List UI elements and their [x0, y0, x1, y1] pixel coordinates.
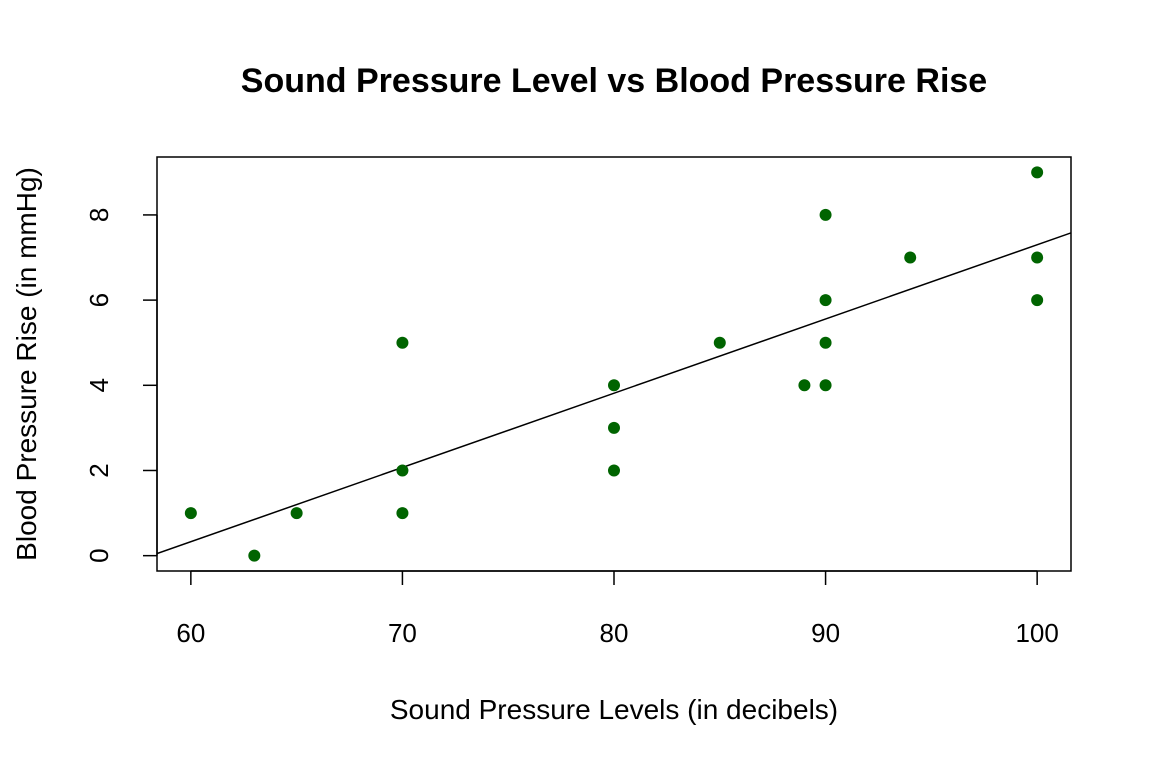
data-point — [713, 336, 726, 349]
y-tick-label: 6 — [84, 293, 114, 307]
data-point — [608, 379, 620, 392]
data-point — [819, 208, 832, 221]
x-axis: 60 70 80 90 100 — [176, 570, 1059, 648]
data-point — [1031, 166, 1044, 179]
data-point — [1031, 251, 1044, 264]
data-point — [798, 379, 811, 392]
y-tick-label: 8 — [84, 208, 114, 222]
data-point — [1031, 294, 1044, 307]
y-tick-label: 4 — [84, 378, 114, 392]
data-point — [819, 294, 832, 307]
data-point — [184, 507, 197, 520]
data-point — [396, 464, 409, 477]
data-point — [819, 336, 832, 349]
x-axis-label: Sound Pressure Levels (in decibels) — [390, 694, 838, 725]
data-point — [904, 251, 917, 264]
x-tick-label: 90 — [811, 618, 840, 648]
data-point — [819, 379, 832, 392]
x-tick-label: 80 — [600, 618, 629, 648]
x-tick-label: 60 — [176, 618, 205, 648]
data-point — [608, 464, 620, 477]
chart-title: Sound Pressure Level vs Blood Pressure R… — [241, 62, 987, 100]
data-point — [290, 507, 303, 520]
regression-line — [157, 232, 1071, 555]
y-tick-label: 0 — [84, 548, 114, 562]
y-axis-label: Blood Pressure Rise (in mmHg) — [11, 167, 42, 561]
y-tick-label: 2 — [84, 463, 114, 477]
data-point — [396, 507, 409, 520]
x-tick-label: 70 — [388, 618, 417, 648]
data-point — [396, 336, 409, 349]
data-points — [184, 166, 1044, 562]
regression-line-group — [157, 232, 1071, 555]
y-axis: 0 2 4 6 8 — [84, 208, 158, 563]
x-tick-label: 100 — [1015, 618, 1058, 648]
data-point — [608, 421, 620, 434]
data-point — [248, 549, 261, 562]
